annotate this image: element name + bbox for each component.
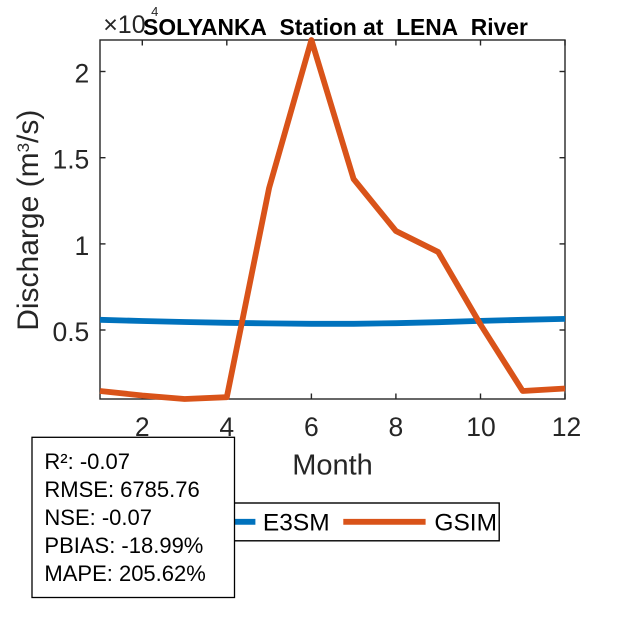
- svg-text:GSIM: GSIM: [434, 510, 497, 537]
- svg-text:2: 2: [75, 59, 90, 89]
- svg-text:RMSE: 6785.76: RMSE: 6785.76: [44, 477, 199, 502]
- svg-text:PBIAS: -18.99%: PBIAS: -18.99%: [44, 533, 203, 558]
- svg-text:SOLYANKA Station at LENA Ri: SOLYANKA Station at LENA River: [143, 14, 528, 40]
- svg-text:6: 6: [304, 412, 319, 442]
- svg-text:10: 10: [466, 412, 495, 442]
- svg-text:Discharge (m3/s): Discharge (m3/s): [12, 110, 45, 331]
- svg-text:E3SM: E3SM: [263, 510, 330, 537]
- svg-text:2: 2: [135, 412, 150, 442]
- svg-text:1: 1: [75, 231, 90, 261]
- svg-text:12: 12: [552, 412, 581, 442]
- svg-text:1.5: 1.5: [52, 145, 89, 175]
- svg-text:R²: -0.07: R²: -0.07: [44, 449, 130, 474]
- svg-text:Month: Month: [292, 449, 373, 481]
- svg-text:4: 4: [219, 412, 234, 442]
- svg-text:MAPE: 205.62%: MAPE: 205.62%: [44, 561, 205, 586]
- svg-text:NSE: -0.07: NSE: -0.07: [44, 505, 152, 530]
- svg-text:8: 8: [389, 412, 404, 442]
- svg-text:0.5: 0.5: [52, 317, 89, 347]
